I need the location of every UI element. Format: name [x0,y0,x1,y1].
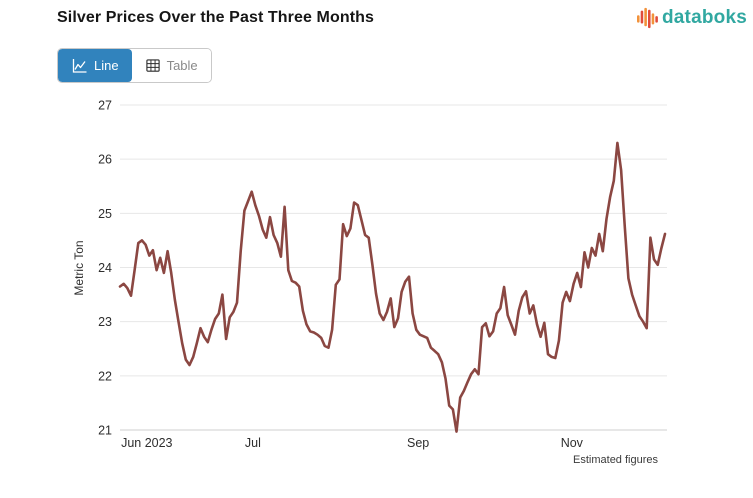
price-line [118,141,667,433]
x-tick-label: Nov [561,436,584,450]
databoks-logo-text: databoks [661,7,747,28]
table-view-button[interactable]: Table [131,49,211,82]
chart-footnote: Estimated figures [573,454,658,466]
y-tick-label: 24 [98,261,112,275]
databoks-logo-icon [636,7,658,29]
x-tick-label: Jul [245,436,261,450]
y-tick-label: 23 [98,315,112,329]
x-tick-label: Jun 2023 [121,436,172,450]
line-view-label: Line [94,58,119,73]
table-view-label: Table [166,58,198,73]
y-tick-label: 25 [98,207,112,221]
page-title: Silver Prices Over the Past Three Months [57,9,375,26]
y-tick-label: 27 [98,99,112,113]
line-view-button[interactable]: Line [58,49,132,82]
table-icon [145,59,160,72]
x-tick-label: Sep [407,436,429,450]
y-tick-label: 22 [98,369,112,383]
line-chart-icon [72,58,87,73]
y-tick-label: 21 [98,424,112,438]
view-toggle: Line Table [57,48,212,83]
databoks-logo[interactable]: databoks [636,6,747,30]
y-tick-label: 26 [98,153,112,167]
